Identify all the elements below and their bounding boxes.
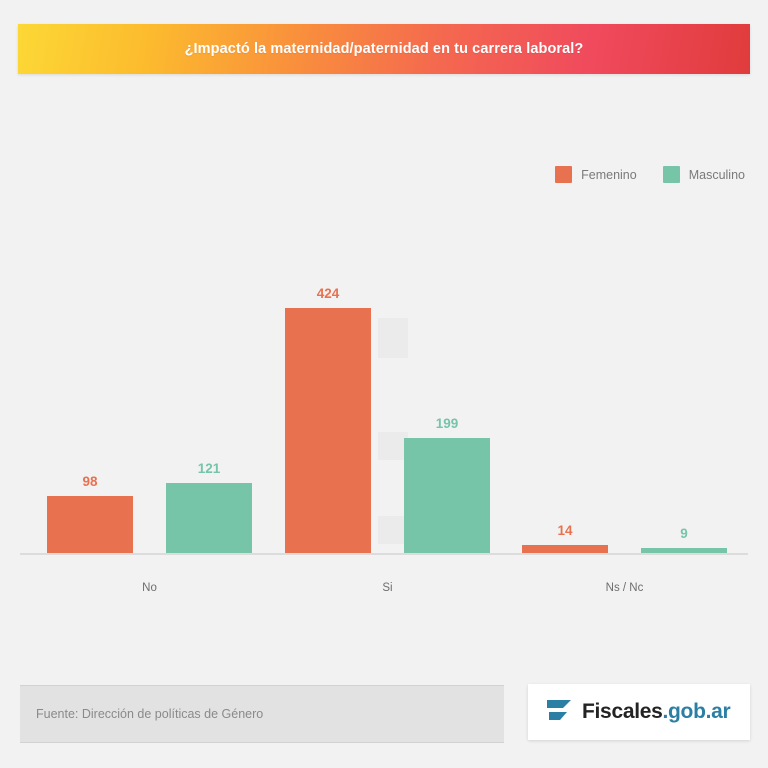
logo-wordmark: Fiscales.gob.ar	[582, 700, 731, 724]
bar-rect	[285, 308, 371, 553]
legend-item-femenino[interactable]: Femenino	[555, 166, 637, 183]
chart-legend: Femenino Masculino	[0, 166, 745, 183]
category-label-si: Si	[382, 582, 393, 594]
bar-value-label: 9	[680, 525, 688, 541]
watermark-block-1	[378, 318, 408, 358]
bar-rect	[641, 547, 727, 553]
page-title: ¿Impactó la maternidad/paternidad en tu …	[184, 41, 584, 57]
bar-nsnc-femenino[interactable]	[522, 544, 608, 553]
watermark-block-3	[378, 516, 408, 544]
bar-rect	[522, 544, 608, 553]
legend-swatch-masculino	[662, 166, 680, 183]
legend-swatch-femenino	[555, 166, 573, 183]
source-text: Fuente: Dirección de políticas de Género	[36, 707, 264, 721]
bar-rect	[47, 496, 133, 553]
bar-value-label: 14	[557, 522, 573, 538]
bar-value-label: 121	[197, 461, 221, 477]
bar-nsnc-masculino[interactable]	[641, 547, 727, 553]
bar-value-label: 199	[435, 416, 459, 431]
bar-no-femenino[interactable]	[47, 496, 133, 553]
bar-value-label: 98	[82, 474, 98, 490]
source-note: Fuente: Dirección de políticas de Género	[20, 685, 504, 743]
x-axis-line	[20, 553, 748, 555]
bar-value-label: 424	[316, 286, 340, 301]
bar-si-masculino[interactable]	[404, 438, 490, 553]
legend-item-masculino[interactable]: Masculino	[662, 166, 745, 183]
category-label-nsnc: Ns / Nc	[605, 582, 644, 594]
fiscales-flag-icon	[547, 700, 571, 720]
bar-rect	[166, 483, 252, 553]
bar-rect	[404, 438, 490, 553]
bar-no-masculino[interactable]	[166, 483, 252, 553]
logo-text-blue: .gob.ar	[662, 700, 731, 723]
watermark-block-2	[378, 432, 408, 460]
logo-text-dark: Fiscales	[582, 700, 663, 723]
legend-label-masculino: Masculino	[688, 167, 745, 182]
bar-si-femenino[interactable]	[285, 308, 371, 553]
header-banner: ¿Impactó la maternidad/paternidad en tu …	[18, 24, 750, 74]
legend-label-femenino: Femenino	[581, 167, 637, 182]
logo-card[interactable]: Fiscales.gob.ar	[528, 684, 750, 740]
category-label-no: No	[142, 582, 157, 594]
background-watermark	[378, 300, 408, 555]
